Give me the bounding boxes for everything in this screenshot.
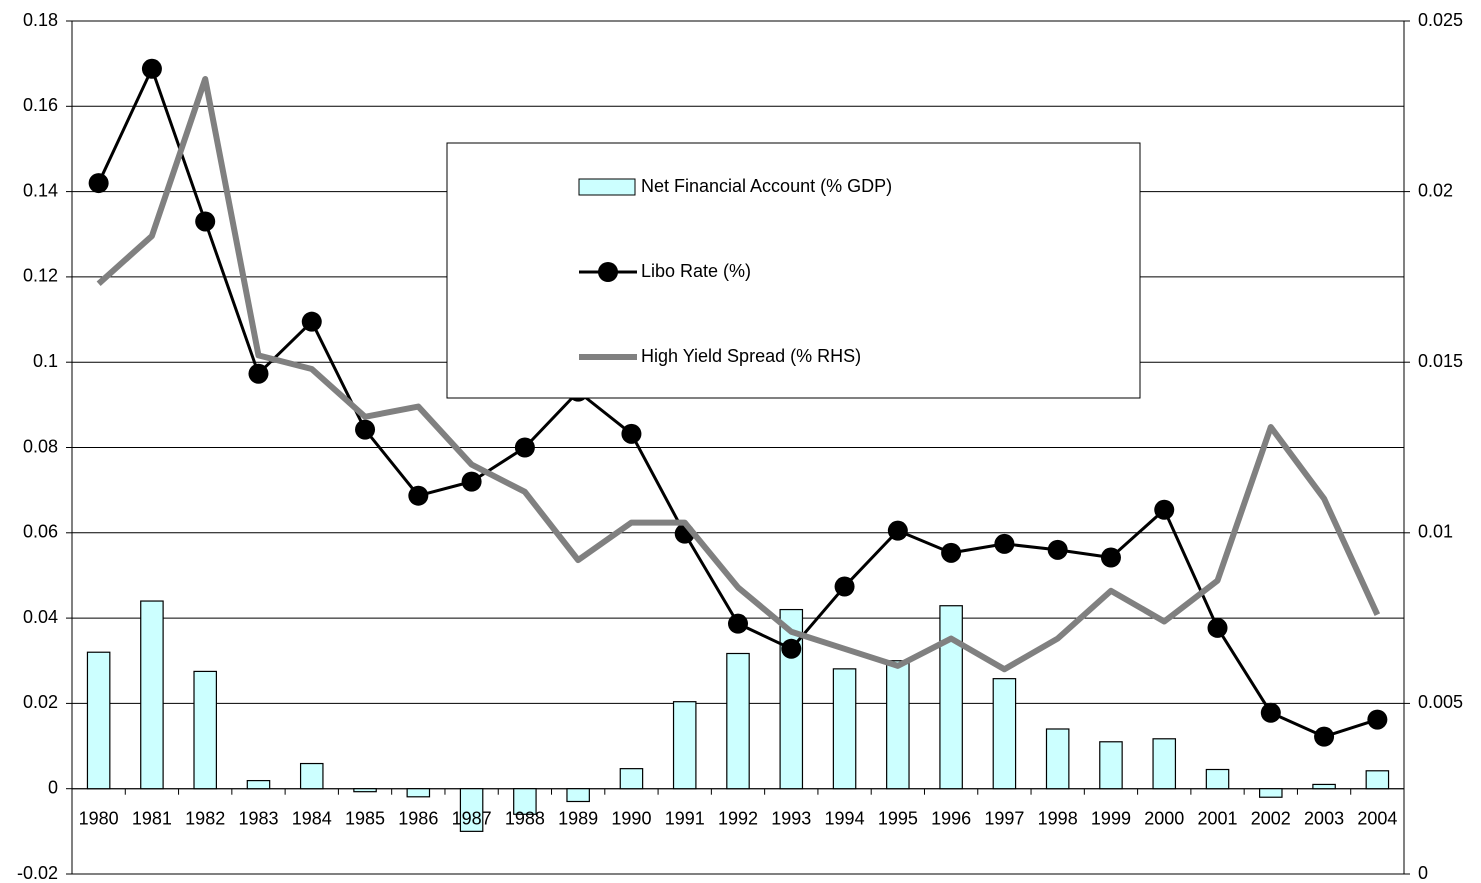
marker: [728, 613, 748, 634]
bar: [939, 605, 963, 790]
bar: [1152, 738, 1177, 790]
bar: [1099, 741, 1123, 790]
marker: [1367, 709, 1388, 730]
marker: [834, 576, 855, 597]
marker: [514, 437, 535, 458]
y2-tick-label: 0.005: [1418, 692, 1463, 712]
x-tick-label: 1982: [185, 808, 225, 828]
marker: [621, 423, 642, 444]
x-tick-label: 2001: [1197, 808, 1237, 828]
marker: [248, 363, 269, 384]
bar: [1205, 768, 1230, 790]
bar: [299, 762, 324, 790]
bar: [619, 768, 644, 790]
x-tick-label: 2002: [1251, 808, 1291, 828]
bar: [246, 779, 271, 790]
legend-marker: [598, 262, 618, 282]
bar: [193, 670, 217, 790]
x-tick-label: 1990: [611, 808, 651, 828]
bar: [406, 788, 431, 798]
y-tick-label: 0.14: [23, 180, 58, 200]
bar: [86, 651, 111, 790]
y2-tick-label: 0: [1418, 863, 1428, 883]
legend-label: Net Financial Account (% GDP): [641, 176, 892, 196]
bar: [353, 788, 377, 793]
x-tick-label: 2003: [1304, 808, 1344, 828]
x-tick-label: 1984: [292, 808, 332, 828]
y-tick-label: 0.06: [23, 522, 58, 542]
y-tick-label: 0.12: [23, 266, 58, 286]
bar: [459, 788, 484, 832]
marker: [1154, 499, 1175, 520]
marker: [461, 471, 482, 492]
bar: [140, 600, 164, 790]
marker: [1100, 547, 1121, 568]
y-tick-label: 0.1: [33, 351, 58, 371]
x-tick-label: 1985: [345, 808, 385, 828]
legend-box: [446, 142, 1141, 399]
x-tick-label: 1998: [1038, 808, 1078, 828]
marker: [141, 58, 162, 79]
legend-label: Libo Rate (%): [641, 261, 751, 281]
marker: [408, 485, 429, 506]
y2-tick-label: 0.01: [1418, 522, 1453, 542]
x-tick-label: 1997: [984, 808, 1024, 828]
bar: [832, 668, 857, 790]
marker: [301, 311, 322, 332]
x-tick-label: 1980: [79, 808, 119, 828]
bar: [886, 660, 910, 790]
y-tick-label: -0.02: [17, 863, 58, 883]
bar: [992, 678, 1017, 790]
y-tick-label: 0.02: [23, 692, 58, 712]
y-tick-label: 0.08: [23, 436, 58, 456]
x-tick-label: 2000: [1144, 808, 1184, 828]
bar: [513, 788, 537, 815]
x-tick-label: 1983: [238, 808, 278, 828]
x-tick-label: 1988: [505, 808, 545, 828]
bar: [726, 652, 750, 790]
y-tick-label: 0: [48, 777, 58, 797]
y-tick-label: 0.16: [23, 95, 58, 115]
x-tick-label: 1981: [132, 808, 172, 828]
y-tick-label: 0.04: [23, 607, 58, 627]
x-tick-label: 1991: [665, 808, 705, 828]
line: [96, 76, 1381, 673]
x-tick-label: 1989: [558, 808, 598, 828]
x-tick-label: 2004: [1357, 808, 1397, 828]
marker: [781, 638, 802, 659]
x-tick-label: 1986: [398, 808, 438, 828]
bar: [672, 701, 697, 790]
x-tick-label: 1992: [718, 808, 758, 828]
y2-tick-label: 0.02: [1418, 180, 1453, 200]
legend-swatch: [578, 178, 636, 196]
marker: [1260, 702, 1281, 723]
marker: [195, 211, 216, 232]
bar: [1045, 728, 1070, 790]
marker: [1314, 726, 1335, 747]
x-tick-label: 1995: [878, 808, 918, 828]
x-tick-label: 1994: [825, 808, 865, 828]
y2-tick-label: 0.015: [1418, 351, 1463, 371]
marker: [1207, 617, 1228, 638]
bar: [566, 788, 590, 803]
marker: [88, 173, 109, 194]
marker: [994, 533, 1015, 554]
marker: [1047, 539, 1068, 560]
marker: [941, 542, 962, 563]
x-tick-label: 1999: [1091, 808, 1131, 828]
bar: [1259, 788, 1283, 798]
bar: [1365, 770, 1390, 790]
legend-label: High Yield Spread (% RHS): [641, 346, 861, 366]
y-tick-label: 0.18: [23, 10, 58, 30]
y2-tick-label: 0.025: [1418, 10, 1463, 30]
marker: [887, 520, 908, 541]
x-tick-label: 1993: [771, 808, 811, 828]
x-tick-label: 1987: [452, 808, 492, 828]
marker: [355, 419, 376, 440]
bar: [1312, 783, 1336, 790]
x-tick-label: 1996: [931, 808, 971, 828]
